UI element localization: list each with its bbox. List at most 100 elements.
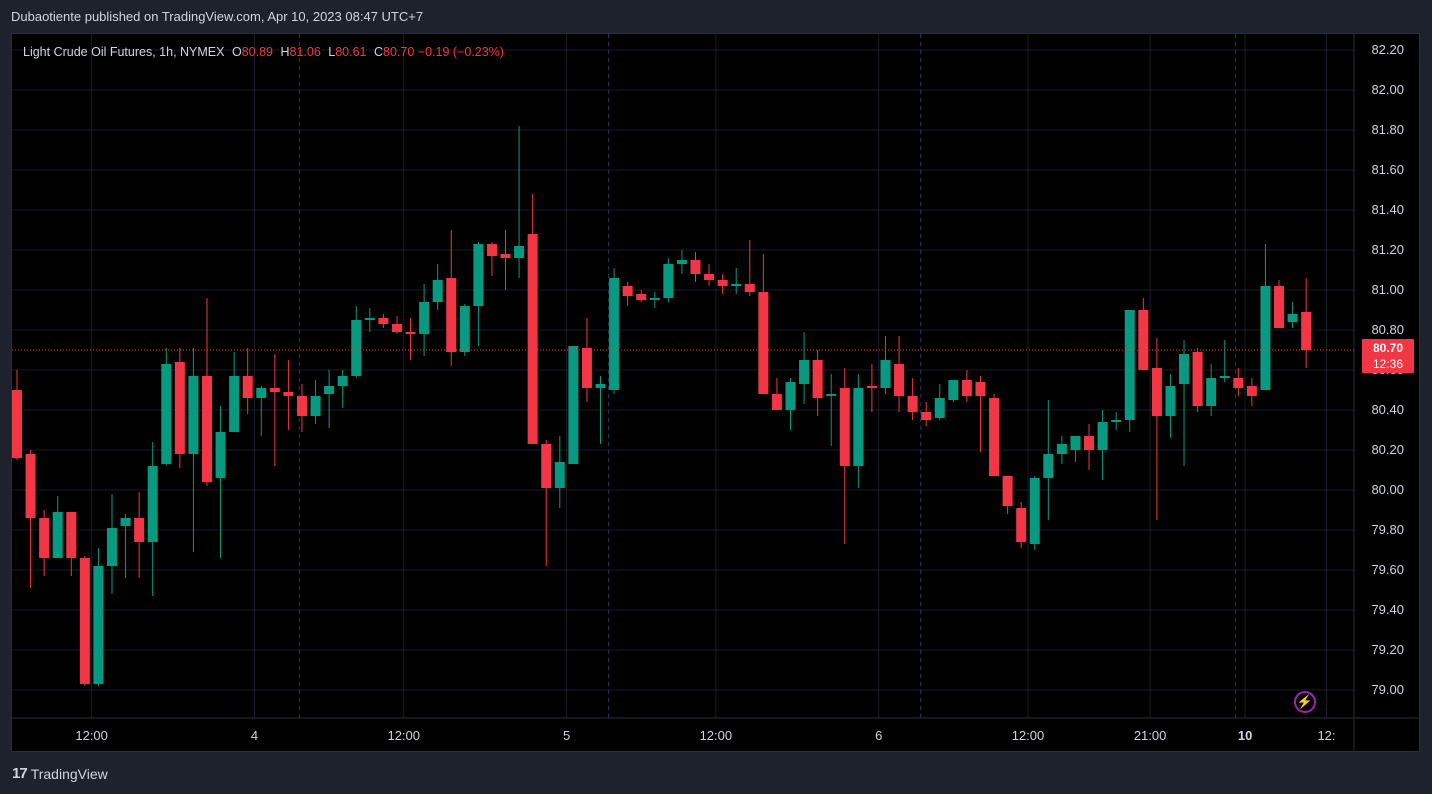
candle [1246, 378, 1257, 406]
candle [1301, 278, 1312, 368]
symbol-title: Light Crude Oil Futures, 1h, NYMEX [23, 45, 225, 59]
candle-body [853, 388, 864, 466]
candle-body [812, 360, 823, 398]
candle [1206, 364, 1217, 416]
candle [12, 370, 22, 460]
candle [1151, 338, 1162, 520]
x-tick-label: 6 [875, 728, 882, 743]
lightning-icon[interactable]: ⚡ [1294, 691, 1316, 713]
candle [79, 556, 90, 686]
candle-body [283, 392, 294, 396]
close-label: C [373, 45, 384, 59]
footer-brand[interactable]: 17 TradingView [12, 765, 108, 782]
candle-body [1002, 476, 1013, 506]
candle-body [147, 466, 158, 542]
candle [771, 378, 782, 410]
candle-body [799, 360, 810, 384]
candle [364, 308, 375, 332]
x-tick-label: 12:00 [75, 728, 108, 743]
chart-panel[interactable]: 82.20 82.00 81.80 81.60 81.40 81.20 81.00 80.80… [11, 33, 1420, 752]
candle-body [1084, 436, 1095, 450]
candle [785, 378, 796, 430]
candle-body [12, 390, 22, 458]
change-value: −0.19 (−0.23%) [417, 45, 504, 59]
candle-body [1165, 386, 1176, 416]
candle [188, 348, 199, 552]
candle-body [541, 444, 552, 488]
candle [717, 274, 728, 294]
candle [1016, 502, 1027, 548]
candle [337, 370, 348, 408]
candle [581, 318, 592, 402]
candle [391, 316, 402, 334]
candle-body [66, 512, 77, 558]
candle [853, 374, 864, 488]
candle [351, 306, 362, 378]
candle-body [1287, 314, 1298, 322]
candle-body [391, 324, 402, 332]
candle-body [826, 394, 837, 396]
candle [25, 450, 36, 588]
y-tick-label: 81.00 [1371, 282, 1404, 297]
candle [1138, 298, 1149, 370]
candle-body [771, 394, 782, 410]
candle-body [25, 454, 36, 518]
candle [201, 298, 212, 486]
last-price-value: 80.70 [1372, 341, 1404, 355]
high-value: 81.06 [289, 45, 321, 59]
x-tick-label: 12:00 [1012, 728, 1045, 743]
candle [989, 394, 1000, 476]
candle [975, 376, 986, 452]
candle-body [120, 518, 131, 526]
x-tick-label: 21:00 [1134, 728, 1167, 743]
candle [514, 126, 525, 278]
candle [676, 250, 687, 274]
candle-body [1151, 368, 1162, 416]
candle [405, 318, 416, 360]
high-label: H [280, 45, 290, 59]
candle [256, 386, 267, 436]
candle-body [378, 318, 389, 324]
bar-countdown: 12:36 [1372, 357, 1404, 371]
candle [839, 368, 850, 544]
candle [39, 510, 50, 576]
candle [242, 348, 253, 414]
candle [894, 336, 905, 412]
candle [1233, 368, 1244, 396]
candle [1124, 310, 1135, 432]
x-tick-label: 10 [1238, 728, 1252, 743]
candle-body [296, 396, 307, 416]
candle [554, 436, 565, 508]
candle [1043, 400, 1054, 520]
tradingview-logo-icon: 17 [12, 765, 28, 782]
candle [948, 380, 959, 402]
candle [704, 264, 715, 286]
candle-body [93, 566, 104, 684]
candle-body [229, 376, 240, 432]
candle [296, 384, 307, 432]
candle-body [744, 284, 755, 292]
candle-body [364, 318, 375, 320]
y-tick-label: 79.00 [1371, 682, 1404, 697]
candle [1084, 424, 1095, 470]
candle [378, 314, 389, 328]
candle-body [1070, 436, 1081, 450]
candle-body [758, 292, 769, 394]
candle [120, 514, 131, 578]
candlestick-chart[interactable]: 82.20 82.00 81.80 81.60 81.40 81.20 81.00 80.80… [12, 34, 1419, 751]
candle-body [486, 244, 497, 256]
low-label: L [328, 45, 336, 59]
candle [161, 348, 172, 466]
candle-body [351, 320, 362, 376]
candle [229, 352, 240, 432]
candle [1260, 244, 1271, 390]
candle-body [907, 396, 918, 412]
candle-body [256, 388, 267, 398]
candle-body [1056, 444, 1067, 454]
candle-body [948, 380, 959, 400]
candle-body [1016, 508, 1027, 542]
candle-body [649, 298, 660, 300]
candle-body [446, 278, 457, 352]
candle [866, 364, 877, 412]
open-value: 80.89 [241, 45, 273, 59]
